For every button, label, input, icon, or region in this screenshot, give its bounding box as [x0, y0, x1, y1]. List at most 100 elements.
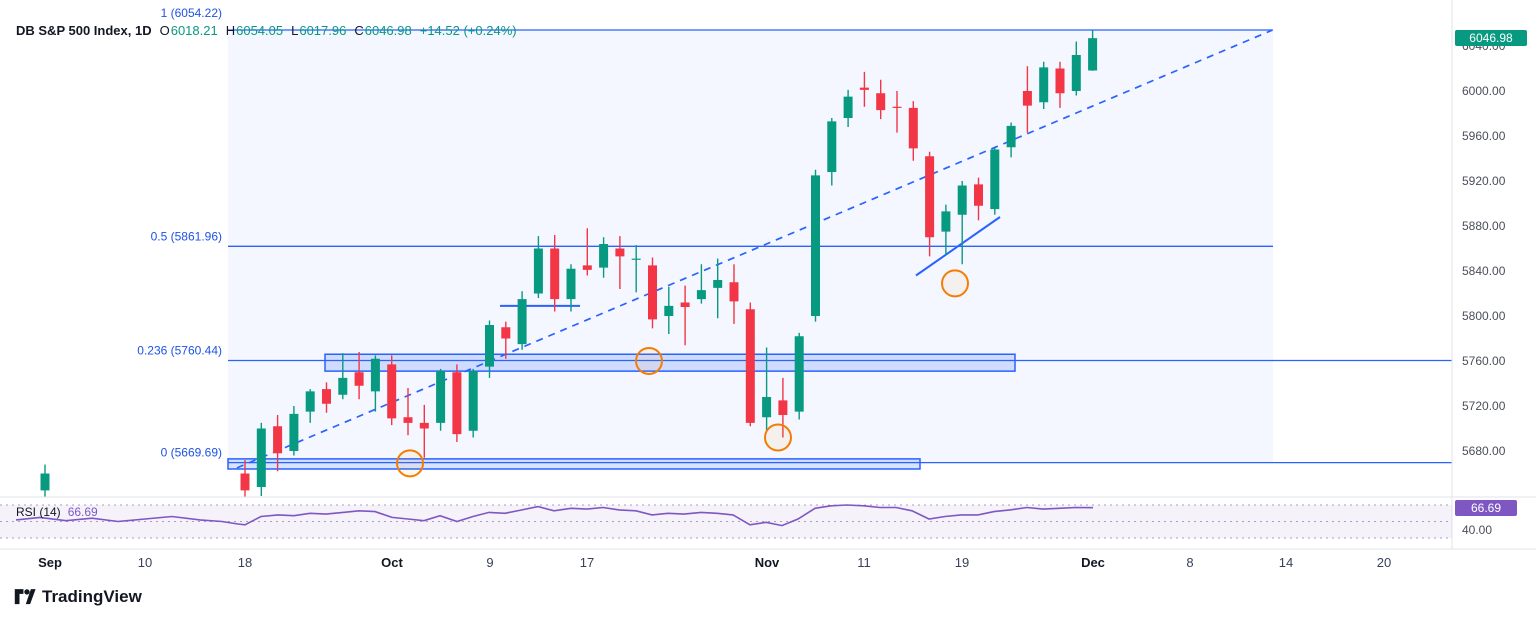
- candle-body: [908, 107, 918, 149]
- candle-body: [648, 265, 657, 320]
- candle-body: [1055, 68, 1065, 94]
- candle-body: [974, 184, 983, 206]
- open-value: 6018.21: [170, 22, 218, 38]
- candle-body: [289, 413, 299, 451]
- candle-body: [419, 422, 429, 429]
- candle-body: [403, 417, 413, 423]
- candle-body: [240, 473, 250, 491]
- close-value: 6046.98: [364, 22, 412, 38]
- candle-body: [452, 372, 462, 435]
- time-axis-label: 20: [1377, 555, 1391, 570]
- ohlc-close: C 6046.98: [354, 23, 411, 38]
- price-axis-label: 6000.00: [1462, 84, 1506, 98]
- high-letter: H: [225, 22, 236, 38]
- candle-body: [517, 299, 527, 345]
- last-price-badge: 6046.98: [1455, 30, 1527, 46]
- candle-body: [778, 400, 788, 415]
- candle-body: [1071, 54, 1081, 91]
- rsi-legend: RSI (14) 66.69: [16, 505, 98, 519]
- highlight-circle[interactable]: [635, 346, 663, 375]
- time-axis-label: 8: [1186, 555, 1193, 570]
- price-axis-label: 5960.00: [1462, 129, 1506, 143]
- dashed-trendline[interactable]: [236, 29, 1273, 469]
- time-axis-label: 19: [955, 555, 969, 570]
- rsi-value-badge: 66.69: [1455, 500, 1517, 516]
- candle-body: [1088, 38, 1098, 71]
- candle-body: [957, 185, 967, 215]
- candle-body: [1039, 67, 1049, 103]
- highlight-circle[interactable]: [764, 423, 792, 452]
- ohlc-high: H 6054.05: [226, 23, 283, 38]
- candle-body: [1006, 125, 1016, 148]
- candle-body: [582, 265, 592, 270]
- fib-level-label: 1 (6054.22): [161, 6, 222, 20]
- trend-segment[interactable]: [915, 216, 1001, 277]
- candle-body: [40, 473, 50, 491]
- candle-body: [925, 156, 935, 238]
- candle-body: [680, 302, 690, 307]
- rsi-value: 66.69: [67, 505, 98, 519]
- candle-body: [501, 327, 511, 339]
- candle-body: [811, 175, 820, 316]
- candle-body: [387, 364, 397, 419]
- fib-level-label: 0.5 (5861.96): [151, 229, 222, 243]
- price-axis-label: 5680.00: [1462, 444, 1506, 458]
- open-letter: O: [159, 22, 170, 38]
- time-axis-label: Sep: [38, 555, 62, 570]
- time-axis-label: Oct: [381, 555, 403, 570]
- fib-level-label: 0.236 (5760.44): [137, 344, 222, 358]
- tradingview-mark-icon: [14, 589, 36, 605]
- candle-body: [745, 309, 755, 423]
- symbol-title[interactable]: DB S&P 500 Index, 1D: [16, 22, 152, 38]
- rsi-axis-label: 40.00: [1462, 523, 1492, 537]
- price-zone-rectangle[interactable]: [324, 353, 1016, 372]
- price-axis-label: 5760.00: [1462, 354, 1506, 368]
- price-axis-label: 5880.00: [1462, 219, 1506, 233]
- candle-body: [485, 324, 494, 367]
- candle-body: [256, 428, 266, 487]
- candle-body: [696, 290, 706, 300]
- candle-body: [794, 336, 804, 412]
- price-axis-label: 5800.00: [1462, 309, 1506, 323]
- candle-body: [436, 371, 446, 423]
- tradingview-logo[interactable]: TradingView: [14, 587, 142, 607]
- rsi-line[interactable]: [15, 504, 1094, 527]
- price-axis-label: 5720.00: [1462, 399, 1506, 413]
- chart-legend: DB S&P 500 Index, 1D O 6018.21 H 6054.05 L…: [16, 22, 517, 38]
- price-zone-rectangle[interactable]: [227, 458, 921, 470]
- tradingview-logo-text: TradingView: [42, 587, 142, 606]
- candles-layer: [40, 30, 1098, 497]
- time-axis-label: 14: [1279, 555, 1293, 570]
- low-value: 6017.96: [299, 22, 347, 38]
- candle-body: [729, 282, 739, 302]
- time-axis-label: 10: [138, 555, 152, 570]
- candle-body: [762, 396, 772, 418]
- low-letter: L: [291, 22, 299, 38]
- candle-body: [370, 358, 380, 392]
- candle-body: [322, 389, 331, 404]
- candle-body: [990, 149, 1000, 210]
- candle-body: [599, 243, 609, 268]
- change-value: +14.52 (+0.24%): [419, 22, 517, 38]
- highlight-circle[interactable]: [396, 449, 424, 478]
- candle-body: [941, 211, 951, 232]
- candle-body: [859, 87, 869, 90]
- highlight-circle[interactable]: [941, 269, 969, 298]
- time-axis-label: 9: [486, 555, 493, 570]
- ohlc-open: O 6018.21: [160, 23, 218, 38]
- candle-body: [892, 106, 902, 108]
- candle-body: [827, 121, 837, 172]
- candle-body: [338, 377, 348, 395]
- price-axis-label: 5840.00: [1462, 264, 1506, 278]
- candle-body: [1022, 90, 1032, 106]
- candle-body: [876, 93, 886, 111]
- candlestick-chart[interactable]: 1 (6054.22) 0.5 (5861.96) 0.236 (5760.44) 0…: [0, 0, 1536, 582]
- rsi-label[interactable]: RSI (14): [16, 505, 61, 519]
- time-axis-label: 17: [580, 555, 594, 570]
- candle-body: [550, 248, 560, 300]
- candle-body: [468, 371, 478, 431]
- candle-body: [273, 426, 283, 454]
- time-axis-label: 18: [238, 555, 252, 570]
- candle-body: [354, 372, 364, 386]
